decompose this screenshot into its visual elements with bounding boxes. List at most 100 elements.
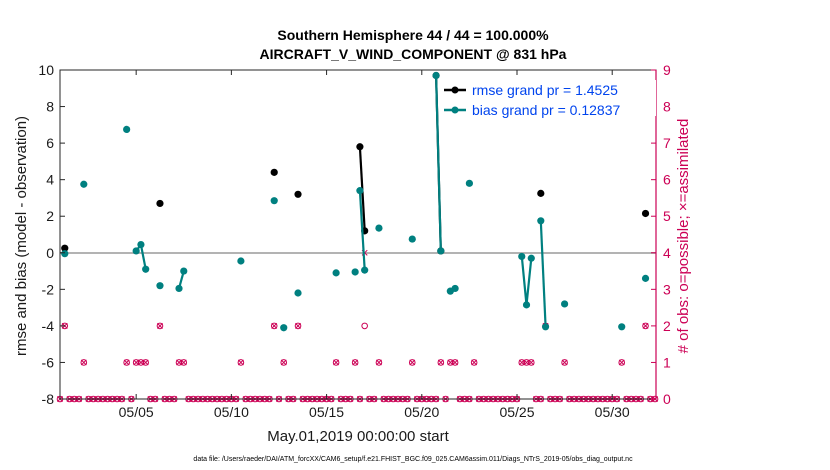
obs-possible-marker	[132, 359, 140, 366]
obs-possible-marker	[375, 359, 383, 366]
obs-possible-marker	[123, 359, 130, 366]
bias-point	[294, 289, 302, 297]
y-tick-label: 6	[46, 135, 54, 151]
obs-assimilated-marker	[176, 359, 182, 366]
obs-possible-marker	[137, 359, 145, 366]
legend-bias-label: bias grand pr = 0.12837	[472, 102, 620, 118]
bias-point	[561, 300, 569, 308]
obs-assimilated-marker	[123, 359, 130, 366]
legend: rmse grand pr = 1.4525 bias grand pr = 0…	[440, 80, 656, 118]
bias-point	[175, 284, 183, 293]
obs-assimilated-marker	[447, 359, 454, 366]
obs-possible-marker	[332, 359, 340, 366]
y2-tick-label: 2	[663, 318, 671, 334]
bias-point	[641, 274, 650, 282]
obs-possible-marker	[361, 322, 368, 330]
bias-point	[351, 268, 359, 276]
y2-axis: 0 1 2 3 4 5 6 7 8 9	[651, 62, 671, 407]
y2-tick-label: 4	[663, 245, 671, 261]
obs-possible-marker	[437, 359, 445, 366]
obs-assimilated-marker	[409, 359, 416, 366]
x-tick-label: 05/10	[214, 404, 249, 420]
obs-possible-marker	[80, 359, 88, 366]
y2-tick-label: 6	[663, 172, 671, 188]
bias-point	[432, 71, 440, 80]
x-tick-label: 05/25	[499, 404, 534, 420]
obs-assimilated-marker	[452, 359, 459, 366]
obs-assimilated-marker	[618, 359, 625, 366]
y-tick-label: 8	[46, 99, 54, 115]
bias-point	[180, 267, 188, 275]
bias-point	[142, 265, 150, 273]
x-tick-label: 05/30	[595, 404, 630, 420]
y2-tick-label: 8	[663, 99, 671, 115]
y2-tick-label: 0	[663, 391, 671, 407]
obs-possible-marker	[518, 359, 526, 366]
bias-point	[61, 250, 69, 258]
obs-possible-marker	[294, 322, 302, 330]
obs-possible-marker	[618, 359, 626, 366]
y2-tick-label: 5	[663, 208, 671, 224]
footnote: data file: /Users/raeder/DAI/ATM_forcXX/…	[193, 456, 633, 463]
legend-rmse-marker	[451, 86, 459, 94]
y-axis-label: rmse and bias (model - observation)	[13, 116, 30, 356]
obs-assimilated-marker	[518, 359, 525, 366]
bias-point	[137, 240, 145, 249]
y2-tick-label: 9	[663, 62, 671, 78]
obs-possible-marker	[175, 359, 183, 366]
obs-possible-marker	[351, 359, 359, 366]
bias-point	[375, 224, 383, 232]
bias-point	[408, 235, 416, 243]
y-tick-label: 10	[38, 62, 54, 78]
y-tick-label: 0	[46, 245, 54, 261]
obs-possible-marker	[451, 359, 459, 366]
obs-assimilated-marker	[295, 322, 301, 329]
y-tick-label: -4	[42, 318, 55, 334]
bias-point	[522, 301, 531, 309]
bias-point	[156, 282, 164, 290]
obs-assimilated-marker	[437, 359, 444, 366]
y2-tick-label: 1	[663, 354, 671, 370]
bias-line	[520, 256, 533, 306]
x-tick-label: 05/20	[404, 404, 439, 420]
series-layer	[61, 71, 650, 332]
y2-tick-label: 3	[663, 281, 671, 297]
rmse-point	[537, 189, 545, 197]
bias-line	[358, 190, 366, 271]
y-tick-label: 4	[46, 172, 54, 188]
rmse-point	[270, 168, 278, 176]
bias-point	[618, 323, 626, 331]
bias-point	[132, 247, 140, 255]
chart-title: Southern Hemisphere 44 / 44 = 100.000%	[277, 27, 549, 43]
bias-point	[361, 266, 369, 274]
bias-point	[527, 254, 535, 262]
bias-point	[280, 324, 288, 332]
rmse-point	[156, 199, 164, 208]
obs-assimilated-marker	[642, 322, 649, 329]
bias-point	[518, 252, 526, 261]
y-tick-label: -8	[42, 391, 55, 407]
rmse-point	[61, 244, 69, 252]
x-tick-label: 05/15	[309, 404, 344, 420]
bias-point	[437, 247, 445, 255]
obs-assimilated-marker	[80, 359, 87, 366]
obs-assimilated-marker	[180, 359, 187, 366]
obs-possible-marker	[470, 359, 478, 366]
obs-possible-marker	[270, 322, 278, 330]
obs-possible-marker	[280, 359, 288, 366]
plot-area-frame	[59, 69, 657, 400]
obs-assimilated-marker	[280, 359, 287, 366]
obs-assimilated-marker	[528, 359, 535, 366]
obs-possible-marker	[142, 359, 149, 366]
rmse-point	[294, 190, 302, 198]
bias-point	[465, 179, 473, 187]
bias-point	[332, 269, 340, 277]
bias-point	[356, 187, 364, 195]
legend-rmse-label: rmse grand pr = 1.4525	[472, 82, 618, 98]
obs-assimilated-marker	[352, 359, 359, 366]
obs-assimilated-marker	[137, 359, 144, 366]
bias-point	[80, 180, 88, 188]
y2-axis-label: # of obs: o=possible; ×=assimilated	[675, 119, 692, 354]
obs-possible-marker	[237, 359, 245, 366]
